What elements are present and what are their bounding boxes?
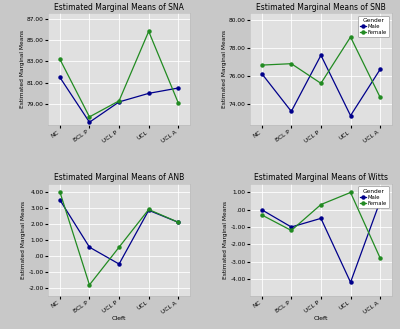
Line: Female: Female: [260, 191, 382, 260]
Female: [87, 115, 92, 119]
Female: [146, 208, 151, 212]
Female: [117, 245, 122, 249]
Female: [378, 256, 382, 260]
Male: [259, 71, 264, 75]
Female: [348, 190, 353, 194]
Male: [176, 86, 181, 90]
Female: [348, 35, 353, 39]
Male: [289, 225, 294, 229]
Male: [146, 208, 151, 212]
Female: [58, 57, 62, 61]
Y-axis label: Estimated Marginal Means: Estimated Marginal Means: [20, 30, 25, 108]
Male: [318, 53, 323, 57]
Male: [176, 220, 181, 224]
Line: Female: Female: [260, 36, 382, 99]
Female: [117, 99, 122, 103]
Female: [378, 95, 382, 99]
Line: Female: Female: [58, 30, 180, 118]
Male: [318, 216, 323, 220]
Line: Male: Male: [260, 200, 382, 284]
Female: [289, 62, 294, 66]
Y-axis label: Estimated Marginal Means: Estimated Marginal Means: [222, 30, 227, 108]
Male: [58, 75, 62, 79]
Female: [318, 81, 323, 85]
Male: [117, 100, 122, 104]
Female: [318, 203, 323, 207]
Line: Male: Male: [58, 198, 180, 266]
Title: Estimated Marginal Means of Witts: Estimated Marginal Means of Witts: [254, 173, 388, 182]
Y-axis label: Estimated Marginal Means: Estimated Marginal Means: [22, 201, 26, 279]
Male: [87, 245, 92, 249]
Legend: Male, Female: Male, Female: [358, 187, 389, 208]
Legend: Male, Female: Male, Female: [358, 16, 389, 37]
Title: Estimated Marginal Means of ANB: Estimated Marginal Means of ANB: [54, 173, 184, 182]
Female: [146, 29, 151, 33]
Line: Male: Male: [260, 54, 382, 117]
Female: [176, 101, 181, 105]
Title: Estimated Marginal Means of SNA: Estimated Marginal Means of SNA: [54, 3, 184, 12]
X-axis label: Cleft: Cleft: [112, 316, 126, 321]
Female: [176, 220, 181, 224]
Female: [58, 190, 62, 194]
X-axis label: Cleft: Cleft: [314, 316, 328, 321]
Male: [289, 110, 294, 114]
Line: Male: Male: [58, 76, 180, 124]
Male: [146, 91, 151, 95]
Female: [259, 213, 264, 217]
Male: [117, 262, 122, 266]
Female: [289, 228, 294, 232]
Male: [87, 120, 92, 124]
Title: Estimated Marginal Means of SNB: Estimated Marginal Means of SNB: [256, 3, 386, 12]
Female: [87, 283, 92, 287]
Female: [259, 63, 264, 67]
Male: [378, 67, 382, 71]
Male: [378, 199, 382, 203]
Line: Female: Female: [58, 190, 180, 287]
Male: [348, 114, 353, 117]
Male: [58, 198, 62, 202]
Male: [348, 280, 353, 284]
Y-axis label: Estimated Marginal Means: Estimated Marginal Means: [223, 201, 228, 279]
Male: [259, 208, 264, 212]
